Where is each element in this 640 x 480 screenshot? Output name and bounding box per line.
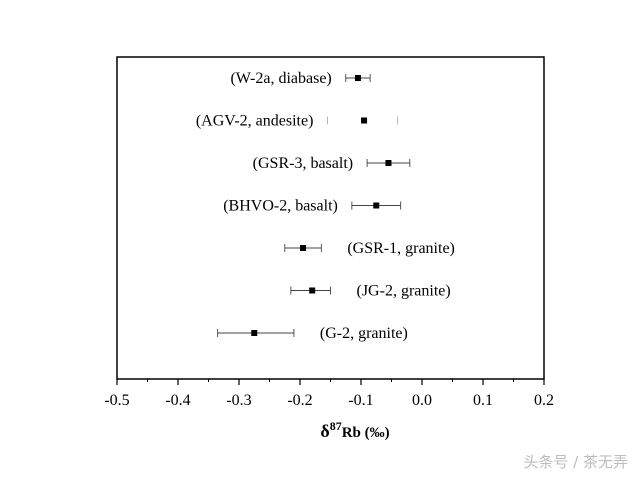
x-axis-label-superscript: 87 <box>330 419 342 433</box>
data-point-group: (W-2a, diabase) <box>230 70 371 87</box>
data-point-marker <box>251 330 258 336</box>
data-point-marker <box>309 287 316 294</box>
data-point-label: (AGV-2, andesite) <box>196 113 314 130</box>
data-point-label: (GSR-1, granite) <box>347 240 455 257</box>
data-point-label: (BHVO-2, basalt) <box>223 198 338 215</box>
data-point-label: (JG-2, granite) <box>357 283 451 300</box>
data-point-label: (W-2a, diabase) <box>230 70 331 87</box>
x-tick-label: -0.2 <box>287 392 312 409</box>
data-point-group: (AGV-2, andesite) <box>196 113 399 130</box>
data-point-marker <box>385 160 392 166</box>
x-tick-label: -0.4 <box>165 392 190 409</box>
data-points: (W-2a, diabase) (AGV-2, andesite) (GSR-3, … <box>196 70 455 342</box>
data-point-marker <box>354 75 361 81</box>
data-point-group: (BHVO-2, basalt) <box>223 198 402 215</box>
x-axis: -0.5 -0.4 -0.3 -0.2 -0.1 0.0 0.1 0.2 <box>104 379 554 409</box>
x-tick-label: -0.1 <box>348 392 373 409</box>
x-axis-label-unit: Rb (‰) <box>342 425 390 441</box>
x-tick-label: 0.0 <box>412 392 432 409</box>
data-point-group: (GSR-3, basalt) <box>253 155 411 172</box>
data-point-marker <box>300 245 307 251</box>
x-axis-label-delta: δ <box>320 421 329 441</box>
data-point-marker <box>373 202 380 209</box>
data-point-marker <box>361 117 368 124</box>
x-axis-label: δ87Rb (‰) <box>320 419 389 441</box>
data-point-label: (G-2, granite) <box>320 325 408 342</box>
data-point-group: (GSR-1, granite) <box>284 240 455 257</box>
data-point-group: (G-2, granite) <box>217 325 408 342</box>
x-tick-label: -0.5 <box>104 392 129 409</box>
data-point-label: (GSR-3, basalt) <box>253 155 353 172</box>
x-tick-label: 0.1 <box>473 392 493 409</box>
watermark-text: 头条号 / 茶无弄 <box>523 453 628 471</box>
data-point-group: (JG-2, granite) <box>290 283 451 300</box>
x-tick-label: -0.3 <box>226 392 251 409</box>
x-tick-label: 0.2 <box>534 392 554 409</box>
